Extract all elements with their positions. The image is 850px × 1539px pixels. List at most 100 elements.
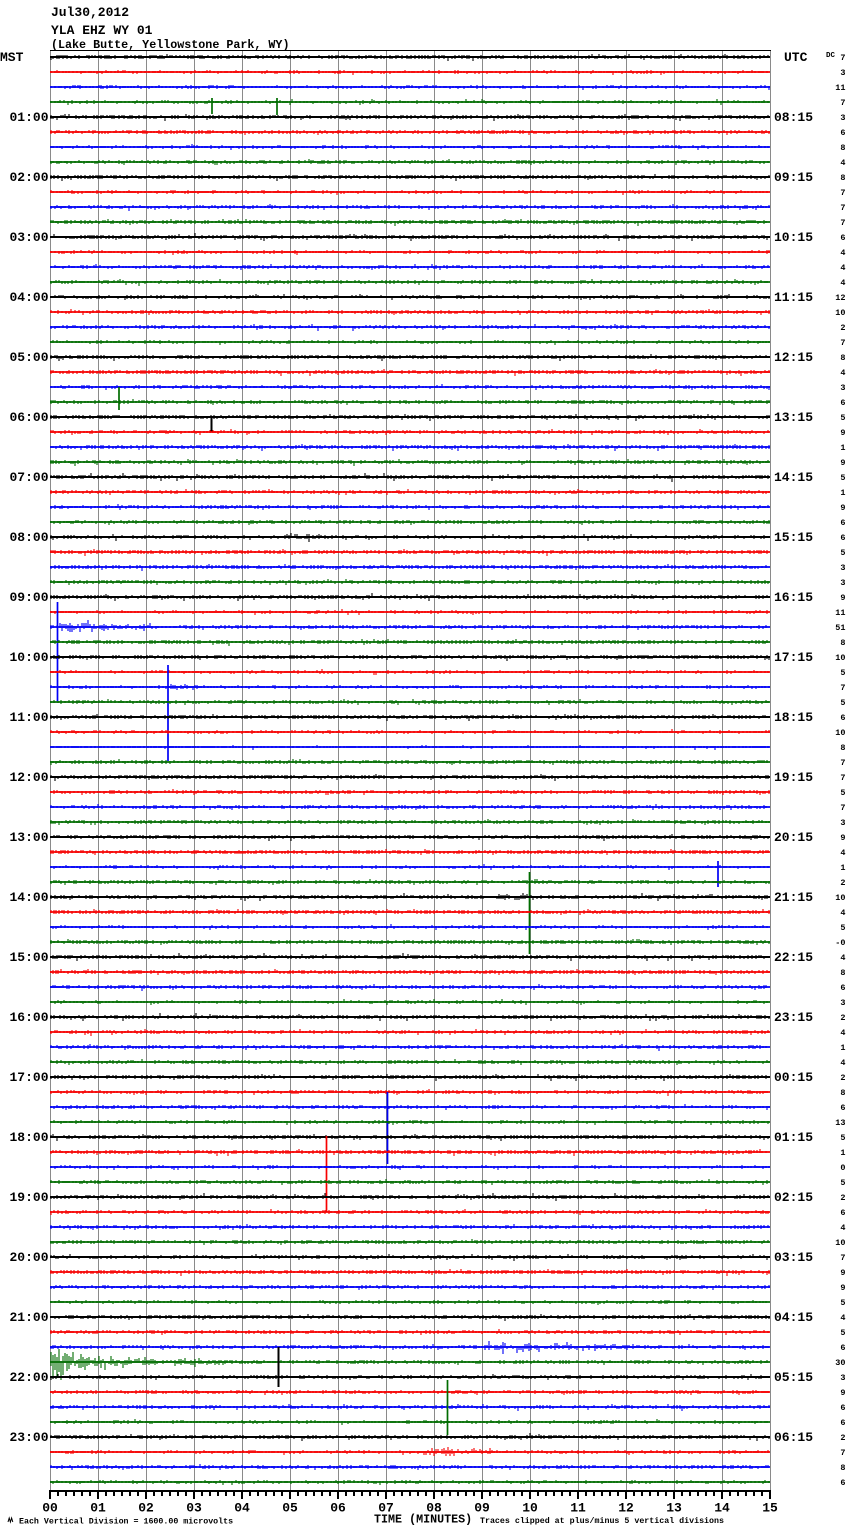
svg-text:04:15: 04:15 <box>774 1310 813 1325</box>
svg-text:5: 5 <box>840 1133 845 1143</box>
svg-text:6: 6 <box>840 233 845 243</box>
svg-text:10: 10 <box>835 653 845 663</box>
svg-text:9: 9 <box>840 833 845 843</box>
svg-text:08: 08 <box>426 1501 442 1516</box>
svg-text:09:15: 09:15 <box>774 170 813 185</box>
svg-text:0: 0 <box>840 1163 845 1173</box>
svg-text:3: 3 <box>840 818 845 828</box>
svg-text:10: 10 <box>522 1501 538 1516</box>
svg-text:5: 5 <box>840 413 845 423</box>
svg-text:3: 3 <box>840 68 845 78</box>
svg-text:03:15: 03:15 <box>774 1250 813 1265</box>
svg-text:6: 6 <box>840 713 845 723</box>
svg-text:2: 2 <box>840 1433 845 1443</box>
svg-text:7: 7 <box>840 773 845 783</box>
svg-text:7: 7 <box>840 1448 845 1458</box>
svg-text:23:00: 23:00 <box>9 1430 48 1445</box>
svg-text:3: 3 <box>840 113 845 123</box>
svg-text:20:15: 20:15 <box>774 830 813 845</box>
svg-text:13:00: 13:00 <box>9 830 48 845</box>
svg-text:14: 14 <box>714 1501 730 1516</box>
svg-text:7: 7 <box>840 338 845 348</box>
svg-text:20:00: 20:00 <box>9 1250 48 1265</box>
svg-text:16:00: 16:00 <box>9 1010 48 1025</box>
svg-text:4: 4 <box>840 158 845 168</box>
svg-text:17:00: 17:00 <box>9 1070 48 1085</box>
svg-text:05:00: 05:00 <box>9 350 48 365</box>
svg-text:5: 5 <box>840 1298 845 1308</box>
svg-text:10: 10 <box>835 728 845 738</box>
svg-text:14:15: 14:15 <box>774 470 813 485</box>
svg-text:12:00: 12:00 <box>9 770 48 785</box>
svg-text:11: 11 <box>835 608 845 618</box>
svg-text:6: 6 <box>840 1478 845 1488</box>
svg-text:8: 8 <box>840 743 845 753</box>
svg-text:TIME (MINUTES): TIME (MINUTES) <box>374 1513 472 1527</box>
svg-text:(Lake Butte, Yellowstone Park,: (Lake Butte, Yellowstone Park, WY) <box>51 38 289 52</box>
svg-text:23:15: 23:15 <box>774 1010 813 1025</box>
svg-text:00: 00 <box>42 1501 58 1516</box>
svg-text:6: 6 <box>840 1343 845 1353</box>
svg-text:12:15: 12:15 <box>774 350 813 365</box>
svg-text:09:00: 09:00 <box>9 590 48 605</box>
svg-text:1: 1 <box>840 488 845 498</box>
svg-text:06:00: 06:00 <box>9 410 48 425</box>
svg-text:2: 2 <box>840 1193 845 1203</box>
svg-text:6: 6 <box>840 1418 845 1428</box>
svg-text:4: 4 <box>840 1313 845 1323</box>
svg-text:51: 51 <box>835 623 845 633</box>
svg-text:14:00: 14:00 <box>9 890 48 905</box>
svg-text:02: 02 <box>138 1501 154 1516</box>
svg-text:10: 10 <box>835 893 845 903</box>
svg-text:6: 6 <box>840 533 845 543</box>
svg-text:6: 6 <box>840 1103 845 1113</box>
svg-text:YLA EHZ WY 01: YLA EHZ WY 01 <box>51 23 153 38</box>
svg-text:4: 4 <box>840 1223 845 1233</box>
svg-text:3: 3 <box>840 1373 845 1383</box>
svg-text:13: 13 <box>835 1118 845 1128</box>
svg-text:00:15: 00:15 <box>774 1070 813 1085</box>
svg-text:3: 3 <box>840 578 845 588</box>
svg-text:9: 9 <box>840 593 845 603</box>
svg-text:4: 4 <box>840 368 845 378</box>
svg-text:13: 13 <box>666 1501 682 1516</box>
svg-text:4: 4 <box>840 953 845 963</box>
svg-text:5: 5 <box>840 923 845 933</box>
svg-text:15: 15 <box>762 1501 778 1516</box>
svg-text:18:15: 18:15 <box>774 710 813 725</box>
svg-text:11: 11 <box>835 83 845 93</box>
svg-text:19:15: 19:15 <box>774 770 813 785</box>
svg-text:UTC: UTC <box>784 50 808 65</box>
svg-text:12: 12 <box>835 293 845 303</box>
svg-text:10: 10 <box>835 1238 845 1248</box>
svg-text:01: 01 <box>90 1501 106 1516</box>
svg-text:7: 7 <box>840 803 845 813</box>
svg-text:1: 1 <box>840 1043 845 1053</box>
svg-text:6: 6 <box>840 128 845 138</box>
svg-text:7: 7 <box>840 53 845 63</box>
svg-text:10:00: 10:00 <box>9 650 48 665</box>
svg-text:5: 5 <box>840 788 845 798</box>
svg-text:08:15: 08:15 <box>774 110 813 125</box>
svg-text:30: 30 <box>835 1358 845 1368</box>
svg-text:01:00: 01:00 <box>9 110 48 125</box>
svg-text:4: 4 <box>840 278 845 288</box>
svg-text:6: 6 <box>840 1403 845 1413</box>
svg-text:2: 2 <box>840 878 845 888</box>
svg-text:3: 3 <box>840 383 845 393</box>
svg-text:7: 7 <box>840 98 845 108</box>
svg-text:3: 3 <box>840 563 845 573</box>
svg-text:2: 2 <box>840 323 845 333</box>
svg-text:7: 7 <box>840 1253 845 1263</box>
svg-text:07:00: 07:00 <box>9 470 48 485</box>
svg-text:10:15: 10:15 <box>774 230 813 245</box>
svg-text:9: 9 <box>840 458 845 468</box>
svg-text:8: 8 <box>840 1088 845 1098</box>
svg-text:19:00: 19:00 <box>9 1190 48 1205</box>
svg-text:5: 5 <box>840 473 845 483</box>
svg-text:8: 8 <box>840 1463 845 1473</box>
svg-text:4: 4 <box>840 908 845 918</box>
svg-text:15:15: 15:15 <box>774 530 813 545</box>
svg-text:9: 9 <box>840 428 845 438</box>
svg-text:-0: -0 <box>835 938 845 948</box>
